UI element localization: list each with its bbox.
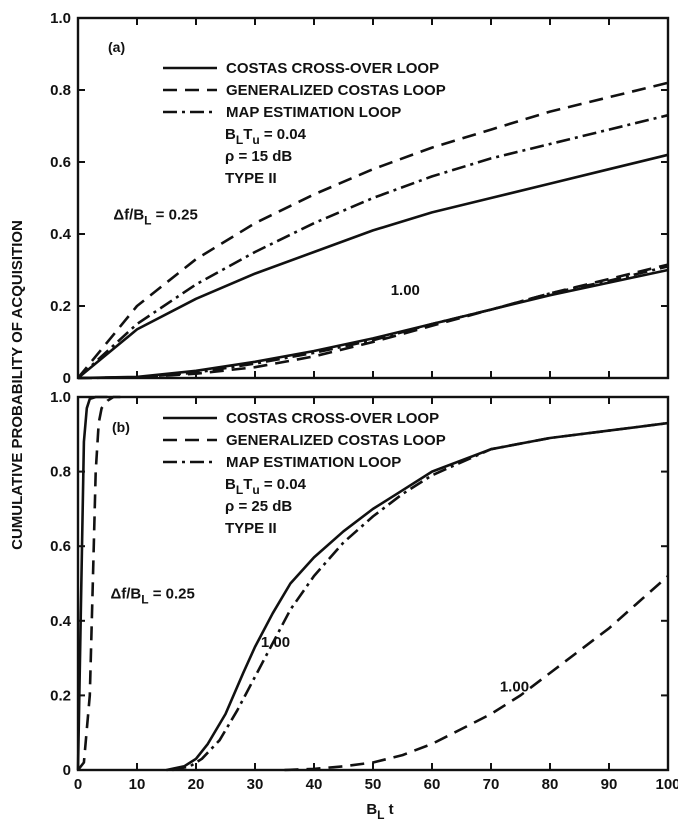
series-line-solid bbox=[166, 421, 669, 772]
y-tick-label: 0 bbox=[63, 370, 71, 387]
legend-label: MAP ESTIMATION LOOP bbox=[226, 104, 401, 121]
annotation-df: Δf/BL = 0.25 bbox=[113, 207, 197, 228]
series-line-dashed bbox=[76, 395, 126, 771]
panel-a: 0 0.2 0.4 0.6 0.8 1.0 (a) COSTAS CROSS-OVER LOO… bbox=[50, 10, 670, 387]
series-line-solid bbox=[76, 395, 108, 771]
legend-param-bltu: BLTu = 0.04 bbox=[225, 126, 307, 147]
panel-label: (b) bbox=[112, 419, 130, 435]
x-tick-label: 50 bbox=[365, 776, 382, 793]
series-line-dashed bbox=[76, 81, 669, 379]
x-tick-label: 60 bbox=[424, 776, 441, 793]
x-tick-label: 30 bbox=[247, 776, 264, 793]
annotation-one-b: 1.00 bbox=[500, 679, 529, 696]
plot-frame bbox=[76, 395, 670, 772]
annotation-one-a: 1.00 bbox=[261, 634, 290, 651]
x-axis-label: BL t bbox=[366, 801, 393, 822]
x-tick-label: 40 bbox=[306, 776, 323, 793]
legend-param-bltu: BLTu = 0.04 bbox=[225, 476, 307, 497]
series-line-solid bbox=[77, 153, 669, 380]
annotation-one: 1.00 bbox=[391, 282, 420, 299]
legend-label: COSTAS CROSS-OVER LOOP bbox=[226, 410, 439, 427]
y-tick-label: 0.8 bbox=[50, 82, 71, 99]
y-axis-label: CUMULATIVE PROBABILITY OF ACQUISITION bbox=[9, 220, 26, 550]
panel-b: 00.20.40.60.81.00 10 20 30 40 50 60 70 80 90 100(b… bbox=[50, 389, 678, 793]
series-line-dashed bbox=[284, 575, 669, 772]
x-tick-label: 80 bbox=[542, 776, 559, 793]
series-line-dashed bbox=[77, 263, 669, 380]
y-tick-label: 0.4 bbox=[50, 226, 72, 243]
legend-label: COSTAS CROSS-OVER LOOP bbox=[226, 60, 439, 77]
annotation-df: Δf/BL = 0.25 bbox=[110, 585, 194, 606]
y-tick-label: 0.6 bbox=[50, 538, 71, 555]
x-tick-label: 70 bbox=[483, 776, 500, 793]
y-tick-label: 1.0 bbox=[50, 10, 71, 27]
series-line-dashdot bbox=[172, 421, 669, 772]
legend-label: GENERALIZED COSTAS LOOP bbox=[226, 432, 446, 449]
series-line-dashdot bbox=[77, 265, 669, 380]
panel-label: (a) bbox=[108, 39, 125, 55]
y-tick-label: 0.2 bbox=[50, 298, 71, 315]
y-tick-label: 0.8 bbox=[50, 464, 71, 481]
x-tick-label: 100 bbox=[655, 776, 678, 793]
legend-param-rho: ρ = 15 dB bbox=[225, 148, 292, 165]
series-line-solid bbox=[77, 268, 669, 380]
y-tick-label: 1.0 bbox=[50, 389, 71, 406]
legend-param-type: TYPE II bbox=[225, 520, 277, 537]
x-tick-label: 0 bbox=[74, 776, 82, 793]
y-tick-label: 0.4 bbox=[50, 613, 72, 630]
legend-label: MAP ESTIMATION LOOP bbox=[226, 454, 401, 471]
series-line-dashdot bbox=[77, 113, 669, 379]
legend-param-rho: ρ = 25 dB bbox=[225, 498, 292, 515]
x-tick-label: 90 bbox=[601, 776, 618, 793]
legend-label: GENERALIZED COSTAS LOOP bbox=[226, 82, 446, 99]
y-tick-label: 0.2 bbox=[50, 687, 71, 704]
legend-param-type: TYPE II bbox=[225, 170, 277, 187]
y-tick-label: 0.6 bbox=[50, 154, 71, 171]
x-tick-label: 20 bbox=[188, 776, 205, 793]
y-tick-label: 0 bbox=[63, 762, 71, 779]
x-tick-label: 10 bbox=[129, 776, 146, 793]
